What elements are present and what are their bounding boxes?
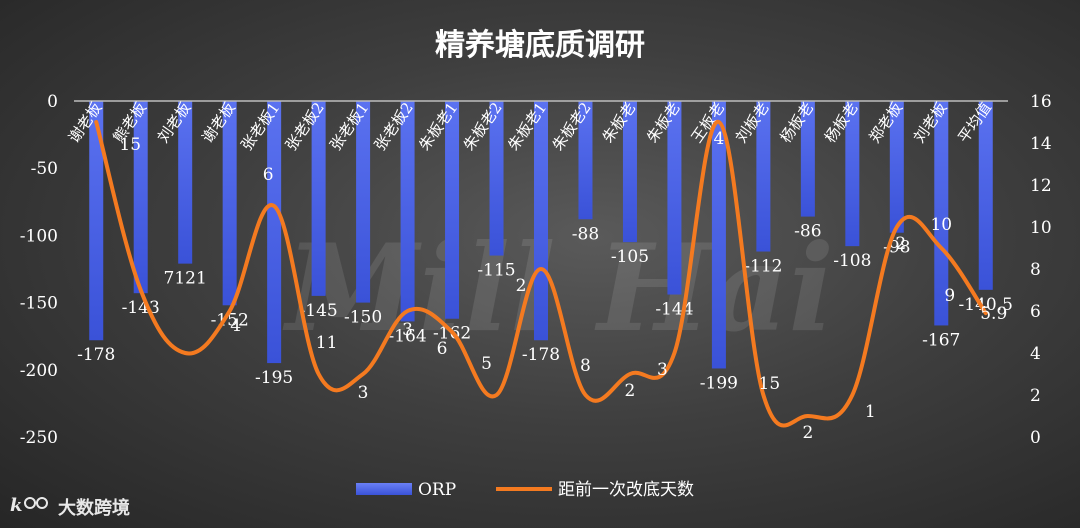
y-left-tick-label: -50 (31, 159, 58, 179)
line-data-label: 1 (865, 402, 876, 422)
bar-orp (756, 101, 771, 252)
legend-label-orp: ORP (418, 480, 456, 500)
y-left-tick-label: -150 (20, 294, 58, 314)
bar-data-label: -144 (655, 300, 693, 320)
line-data-label: 5 (481, 354, 492, 374)
line-data-label: 15 (119, 135, 141, 155)
y-right-tick-label: 2 (1030, 386, 1041, 406)
chart-title: 精养塘底质调研 (435, 28, 645, 63)
series-line-days (94, 119, 988, 428)
bar-data-label: -178 (522, 345, 560, 365)
y-right-tick-label: 10 (1030, 218, 1052, 238)
bar-data-label: -167 (922, 330, 960, 350)
bar-data-label: 7121 (164, 269, 207, 289)
line-data-label: 5.9 (980, 304, 1007, 324)
bar-orp (222, 101, 237, 306)
line-data-label: 2 (625, 381, 636, 401)
line-data-label: 8 (580, 356, 591, 376)
bar-data-label: -199 (700, 373, 738, 393)
line-data-label: 9 (944, 286, 955, 306)
bar-orp (89, 101, 104, 341)
bar-data-label: -145 (300, 301, 338, 321)
bar-orp (800, 101, 815, 217)
y-left-tick-label: 0 (47, 92, 58, 112)
bar-data-label: -164 (388, 326, 426, 346)
y-right-tick-label: 4 (1030, 344, 1041, 364)
bar-orp (667, 101, 682, 295)
line-data-label: 6 (263, 165, 274, 185)
y-right-tick-label: 0 (1030, 428, 1041, 448)
y-left-tick-label: -200 (20, 361, 58, 381)
bar-orp (400, 101, 415, 322)
line-data-label: 10 (930, 215, 952, 235)
line-data-label: 4 (230, 316, 241, 336)
bar-data-label: -195 (255, 368, 293, 388)
line-data-label: 2 (895, 234, 906, 254)
bar-orp (356, 101, 371, 303)
line-data-label: 6 (437, 339, 448, 359)
bar-data-label: -86 (794, 222, 821, 242)
bar-data-label: -88 (572, 224, 599, 244)
bar-orp (445, 101, 460, 319)
bar-orp (622, 101, 637, 243)
line-data-label: 3 (402, 320, 413, 340)
bar-orp (267, 101, 282, 364)
bar-data-label: -112 (744, 257, 782, 277)
legend-swatch-orp (356, 483, 412, 495)
y-left-tick-label: -100 (20, 226, 58, 246)
logo-icon: k (10, 493, 52, 520)
bar-data-label: -105 (611, 247, 649, 267)
bar-orp (845, 101, 860, 247)
y-right-tick-label: 6 (1030, 302, 1041, 322)
bar-orp (711, 101, 726, 369)
corner-watermark-text: 大数跨境 (58, 497, 130, 519)
line-data-label: 2 (802, 423, 813, 443)
bar-orp (311, 101, 326, 296)
bar-data-label: -140.5 (959, 295, 1013, 315)
line-data-label: 3 (358, 383, 369, 403)
corner-watermark: k 大数跨境 (10, 493, 130, 520)
bar-orp (133, 101, 148, 294)
y-right-tick-label: 12 (1030, 176, 1052, 196)
line-data-label: 11 (316, 333, 338, 353)
bar-orp (934, 101, 949, 326)
bar-data-label: -143 (122, 298, 160, 318)
y-right-tick-label: 8 (1030, 260, 1041, 280)
bar-data-label: -115 (477, 261, 515, 281)
line-data-label: 15 (759, 374, 781, 394)
line-data-label: 3 (657, 360, 668, 380)
bar-orp (489, 101, 504, 256)
bar-orp (889, 101, 904, 233)
bar-data-label: -178 (77, 345, 115, 365)
svg-text:k: k (10, 495, 22, 515)
bar-data-label: -150 (344, 308, 382, 328)
y-right-tick-label: 16 (1030, 92, 1052, 112)
line-data-label: 4 (713, 129, 724, 149)
bar-orp (978, 101, 993, 290)
bar-orp (178, 101, 193, 264)
bar-orp (578, 101, 593, 220)
bar-orp (534, 101, 548, 341)
legend-label-days: 距前一次改底天数 (558, 480, 694, 500)
y-right-tick-label: 14 (1030, 134, 1052, 154)
bar-data-label: -108 (833, 251, 871, 271)
y-left-tick-label: -250 (20, 428, 58, 448)
line-data-label: 2 (516, 276, 527, 296)
